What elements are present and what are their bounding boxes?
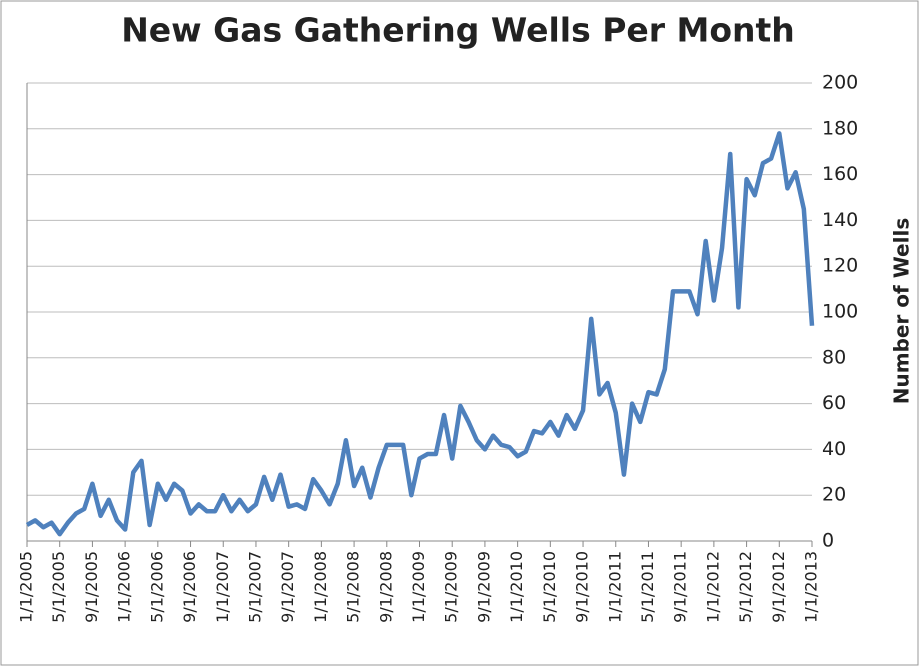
x-tick-label: 5/1/2008 <box>344 551 363 623</box>
y-tick-label: 60 <box>822 392 846 414</box>
y-tick-label: 180 <box>822 117 858 139</box>
x-tick-label: 1/1/2012 <box>703 551 722 623</box>
x-tick-label: 5/1/2005 <box>49 551 68 623</box>
x-tick-label: 9/1/2010 <box>573 551 592 623</box>
x-tick-label: 1/1/2007 <box>213 551 232 623</box>
x-tick-label: 5/1/2007 <box>245 551 264 623</box>
y-tick-label: 80 <box>822 346 846 368</box>
x-tick-label: 9/1/2012 <box>769 551 788 623</box>
x-tick-label: 1/1/2008 <box>311 551 330 623</box>
y-tick-label: 0 <box>822 530 834 552</box>
x-tick-label: 5/1/2009 <box>442 551 461 623</box>
x-tick-label: 1/1/2013 <box>802 551 821 623</box>
x-tick-label: 9/1/2011 <box>671 551 690 623</box>
x-tick-label: 9/1/2007 <box>278 551 297 623</box>
y-tick-label: 100 <box>822 301 858 323</box>
y-tick-label: 140 <box>822 209 858 231</box>
x-tick-label: 1/1/2009 <box>409 551 428 623</box>
x-tick-label: 1/1/2006 <box>115 551 134 623</box>
x-tick-label: 9/1/2009 <box>474 551 493 623</box>
y-tick-label: 160 <box>822 163 858 185</box>
x-tick-label: 5/1/2006 <box>147 551 166 623</box>
x-tick-label: 1/1/2011 <box>605 551 624 623</box>
x-tick-label: 9/1/2006 <box>180 551 199 623</box>
y-tick-label: 20 <box>822 484 846 506</box>
x-tick-label: 9/1/2008 <box>376 551 395 623</box>
x-tick-label: 5/1/2010 <box>540 551 559 623</box>
x-tick-label: 5/1/2011 <box>638 551 657 623</box>
x-tick-label: 5/1/2012 <box>736 551 755 623</box>
x-tick-label: 1/1/2005 <box>17 551 36 623</box>
chart-title: New Gas Gathering Wells Per Month <box>121 11 795 50</box>
y-axis-label: Number of Wells <box>890 218 914 404</box>
y-tick-label: 120 <box>822 255 858 277</box>
data-line <box>25 131 815 537</box>
y-tick-label: 200 <box>822 72 858 94</box>
x-tick-label: 1/1/2010 <box>507 551 526 623</box>
x-tick-label: 9/1/2005 <box>82 551 101 623</box>
y-tick-label: 40 <box>822 438 846 460</box>
